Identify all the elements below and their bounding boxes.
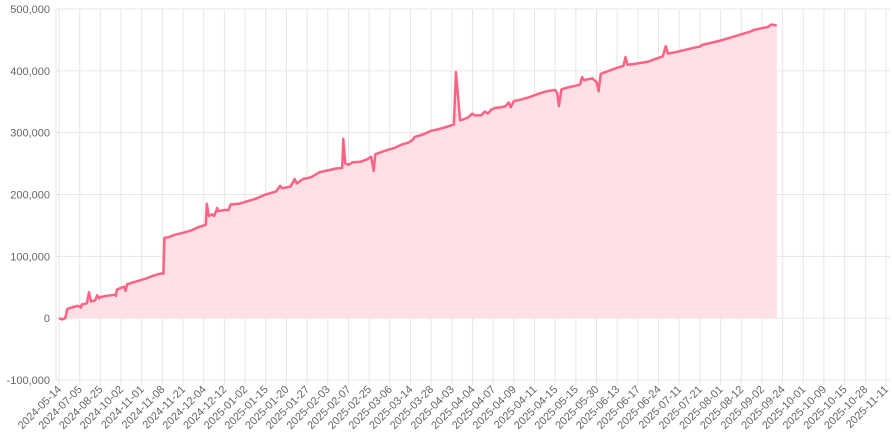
series-area-fill [59, 24, 777, 320]
x-axis-tick-labels: 2024-05-142024-07-052024-08-252024-10-02… [16, 384, 891, 432]
y-tick-label: 400,000 [10, 66, 50, 78]
y-tick-label: 100,000 [10, 251, 50, 263]
series-line [58, 23, 778, 321]
y-axis-tick-labels: -100,000 0 100,000 200,000 300,000 400,000 500… [7, 4, 50, 387]
y-tick-label: -100,000 [7, 375, 50, 387]
y-tick-label: 200,000 [10, 190, 50, 202]
y-tick-label: 500,000 [10, 4, 50, 16]
y-tick-label: 300,000 [10, 128, 50, 140]
y-tick-label: 0 [44, 313, 50, 325]
